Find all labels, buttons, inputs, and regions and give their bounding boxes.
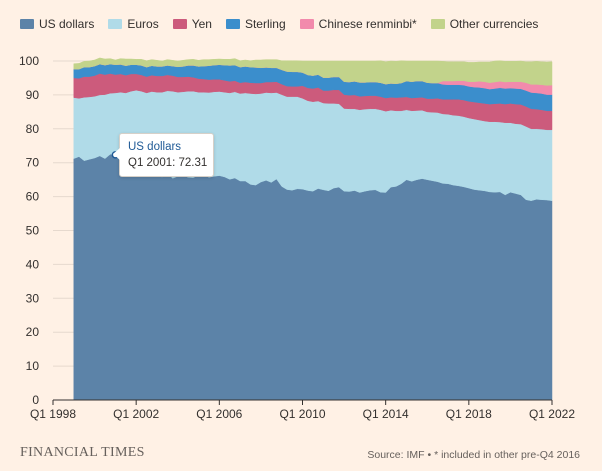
legend-item-0: US dollars — [20, 17, 94, 31]
tooltip: US dollars Q1 2001: 72.31 — [113, 133, 214, 177]
legend-label: Chinese renminbi* — [318, 17, 417, 31]
legend-item-5: Other currencies — [430, 17, 539, 31]
axes: 0 10 20 30 40 50 60 70 80 90 100 Q1 1998 Q1 2002 Q1 2… — [19, 54, 575, 421]
legend-swatch — [430, 19, 445, 29]
legend-swatch — [20, 19, 34, 29]
y-tick-label: 40 — [26, 257, 40, 271]
x-tick-label: Q1 2018 — [446, 407, 492, 421]
x-tick-label: Q1 2014 — [363, 407, 409, 421]
legend-swatch — [225, 19, 240, 29]
legend-swatch — [108, 19, 123, 29]
legend: US dollars Euros Yen Sterling Chinese renmin… — [20, 17, 552, 31]
legend-item-3: Sterling — [225, 17, 286, 31]
area-series — [73, 57, 553, 401]
x-tick-label: Q1 2006 — [196, 407, 242, 421]
area-other-currencies — [73, 57, 553, 86]
y-tick-label: 20 — [26, 325, 40, 339]
x-tick-label: Q1 2022 — [529, 407, 575, 421]
legend-label: Euros — [127, 17, 159, 31]
y-tick-label: 70 — [26, 156, 40, 170]
y-tick-label: 0 — [32, 393, 39, 407]
legend-label: Sterling — [244, 17, 286, 31]
y-tick-label: 90 — [26, 88, 40, 102]
legend-label: Yen — [191, 17, 212, 31]
y-tick-label: 30 — [26, 291, 40, 305]
legend-item-2: Yen — [172, 17, 212, 31]
x-tick-label: Q1 1998 — [30, 407, 76, 421]
y-tick-label: 60 — [26, 190, 40, 204]
legend-label: US dollars — [39, 17, 95, 31]
y-tick-label: 10 — [26, 359, 40, 373]
x-tick-label: Q1 2002 — [113, 407, 159, 421]
legend-item-1: Euros — [108, 17, 159, 31]
source-note: Source: IMF • * included in other pre-Q4… — [367, 449, 580, 461]
y-tick-label: 50 — [26, 224, 40, 238]
y-tick-label: 100 — [19, 54, 39, 68]
legend-item-4: Chinese renminbi* — [299, 17, 417, 31]
legend-label: Other currencies — [449, 17, 539, 31]
tooltip-series: US dollars — [128, 141, 182, 153]
legend-swatch — [172, 19, 187, 29]
legend-swatch — [299, 19, 314, 29]
tooltip-value: Q1 2001: 72.31 — [128, 157, 208, 169]
brand-logo-text: FINANCIAL TIMES — [20, 445, 145, 460]
x-tick-label: Q1 2010 — [279, 407, 325, 421]
tooltip-arrow — [113, 148, 120, 160]
y-tick-label: 80 — [26, 122, 40, 136]
